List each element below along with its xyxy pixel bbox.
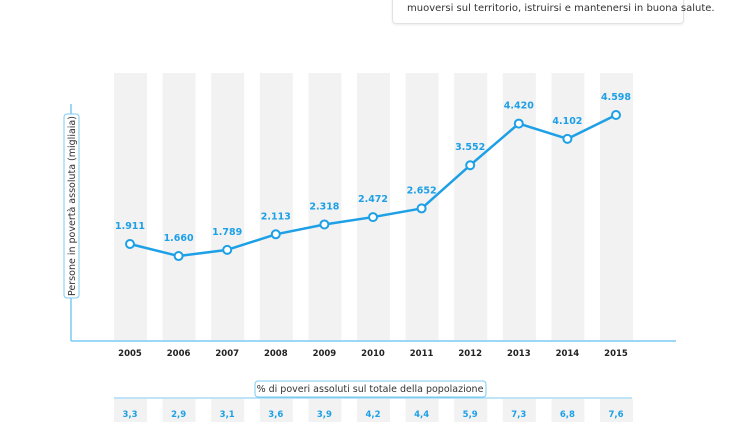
percent-label: 3,9 (317, 410, 332, 420)
secondary-bar-column (114, 399, 147, 422)
x-tick-label: 2007 (215, 349, 239, 359)
x-tick-label: 2014 (556, 349, 580, 359)
data-label: 1.911 (115, 221, 145, 232)
percent-label: 7,3 (511, 410, 526, 420)
x-tick-label: 2010 (361, 349, 385, 359)
y-axis-label: Persone in povertà assoluta (migliaia) (67, 116, 78, 296)
data-point (611, 110, 621, 121)
data-label: 2.472 (358, 194, 388, 205)
data-point (173, 251, 184, 262)
data-point (222, 244, 233, 255)
percent-label: 5,9 (463, 410, 478, 420)
bar-column (357, 73, 390, 340)
data-label: 3.552 (455, 142, 485, 153)
secondary-label-box (254, 380, 487, 398)
data-label: 1.660 (164, 233, 194, 244)
data-point (125, 239, 135, 249)
percent-label: 3,1 (220, 410, 235, 420)
percent-label: 3,6 (268, 410, 283, 420)
data-point (270, 229, 281, 240)
x-tick-label: 2013 (507, 349, 531, 359)
bar-column (551, 73, 585, 340)
x-tick-label: 2011 (410, 349, 434, 359)
secondary-label: % di poveri assoluti sul totale della po… (257, 384, 484, 395)
x-tick-label: 2009 (313, 349, 337, 359)
data-label: 4.102 (552, 116, 582, 127)
secondary-bar-column (259, 399, 293, 422)
x-tick-label: 2008 (264, 349, 288, 359)
secondary-bar-column (600, 399, 633, 422)
bar-column (502, 73, 536, 340)
x-tick-label: 2015 (604, 349, 628, 359)
data-point (368, 212, 378, 223)
note-text: muoversi sul territorio, istruirsi e man… (407, 3, 715, 14)
data-point (513, 118, 524, 129)
data-point (319, 219, 330, 230)
data-point (562, 133, 573, 144)
note-box: muoversi sul territorio, istruirsi e man… (392, 0, 715, 24)
secondary-bar-column (308, 399, 342, 422)
data-label: 4.420 (504, 101, 534, 112)
y-label-box (63, 113, 80, 299)
x-tick-label: 2005 (118, 349, 142, 359)
secondary-bar-column (502, 399, 536, 422)
data-label: 2.113 (261, 211, 291, 222)
secondary-bar-column (162, 399, 196, 422)
secondary-bar-column (551, 399, 585, 422)
percent-label: 6,8 (560, 410, 575, 420)
percent-label: 4,2 (365, 410, 380, 420)
secondary-bar-column (357, 399, 390, 422)
bar-column (114, 73, 147, 340)
bar-column (259, 73, 293, 340)
data-label: 2.652 (407, 185, 437, 196)
data-label: 1.789 (212, 227, 242, 238)
data-label: 2.318 (309, 201, 339, 212)
secondary-bar-column (211, 399, 245, 422)
data-point (416, 203, 427, 214)
bar-column (454, 73, 488, 340)
bar-column (308, 73, 342, 340)
bar-column (162, 73, 196, 340)
secondary-bar-column (454, 399, 488, 422)
percent-label: 7,6 (608, 410, 623, 420)
x-tick-label: 2012 (458, 349, 482, 359)
bar-column (211, 73, 245, 340)
percent-label: 2,9 (171, 410, 186, 420)
percent-label: 4,4 (414, 410, 429, 420)
data-label: 4.598 (601, 92, 631, 103)
data-point (465, 160, 476, 171)
percent-label: 3,3 (122, 410, 137, 420)
x-tick-label: 2006 (167, 349, 191, 359)
secondary-bar-column (405, 399, 439, 422)
